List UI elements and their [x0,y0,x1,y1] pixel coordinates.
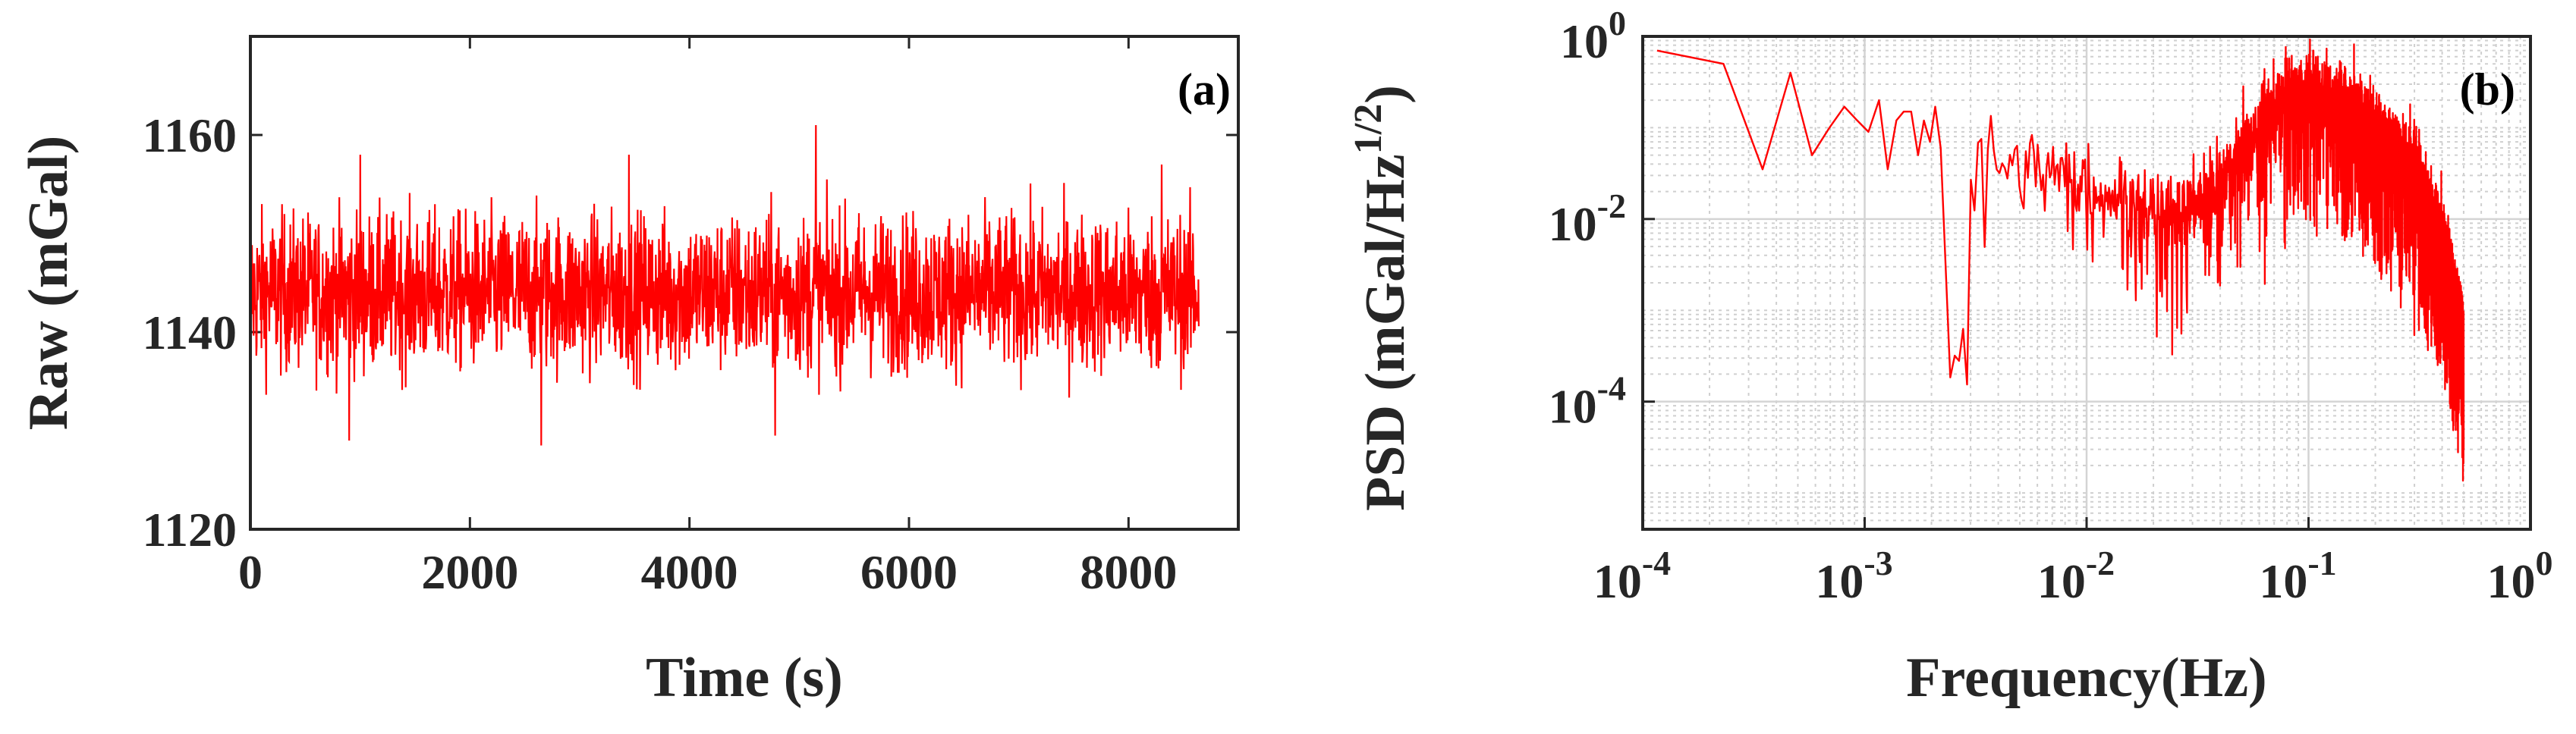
panel-b-x-tick-label: 100 [2487,544,2553,608]
panel-a-series-line [249,124,1200,446]
panel-b-x-tick-label: 10-3 [1815,544,1892,608]
panel-b-y-tick-label: 10-4 [1549,369,1626,434]
panel-a-y-tick-label: 1160 [143,108,237,162]
panel-a-x-tick-label: 0 [238,545,263,599]
panel-b-x-tick-label: 10-2 [2037,544,2115,608]
panel-b-series-line [1656,38,2465,482]
panel-b-label: (b) [2460,64,2515,114]
panel-b-y-axis-label-main: PSD (mGal/Hz [1354,154,1417,511]
panel-a-y-tick-label: 1120 [143,503,237,557]
panel-a-y-tick-label: 1140 [143,306,237,359]
panel-a-x-tick-label: 6000 [860,545,958,599]
panel-a-x-tick-label: 4000 [641,545,738,599]
panel-b-y-tick-label: 10-2 [1549,187,1626,251]
panel-a-x-tick-label: 2000 [421,545,518,599]
panel-a-label: (a) [1178,64,1231,114]
panel-b-x-tick-label: 10-4 [1593,544,1671,608]
panel-b-y-axis-label-close: ) [1354,85,1417,104]
panel-b-grid [1643,36,2530,529]
panel-a-ticks: 0 2000 4000 6000 8000 1120 1140 1160 [143,36,1238,599]
panel-a-y-axis-label: Raw (mGal) [17,136,80,430]
panel-a-x-tick-label: 8000 [1080,545,1177,599]
panel-b-y-axis-label-exponent: 1/2 [1347,104,1390,154]
panel-b-x-axis-label: Frequency(Hz) [1906,647,2266,709]
panel-b-y-axis-label: PSD (mGal/Hz1/2) [1347,85,1417,511]
panel-a-series [249,124,1200,446]
panel-b-x-tick-label: 10-1 [2259,544,2336,608]
panel-a: 0 2000 4000 6000 8000 1120 1140 1160 (a) Time (… [17,35,1240,709]
panel-b-series [1656,38,2465,482]
panel-b-y-tick-label: 100 [1560,4,1626,68]
panel-a-x-axis-label: Time (s) [646,647,843,709]
panel-b-axes-frame [1641,35,2532,531]
panel-b: 10-4 10-3 10-2 10-1 100 100 10-2 10-4 (b) Frequ… [1347,4,2553,709]
panel-b-ticks: 10-4 10-3 10-2 10-1 100 100 10-2 10-4 [1549,4,2553,608]
panel-a-axes-frame [249,35,1240,531]
